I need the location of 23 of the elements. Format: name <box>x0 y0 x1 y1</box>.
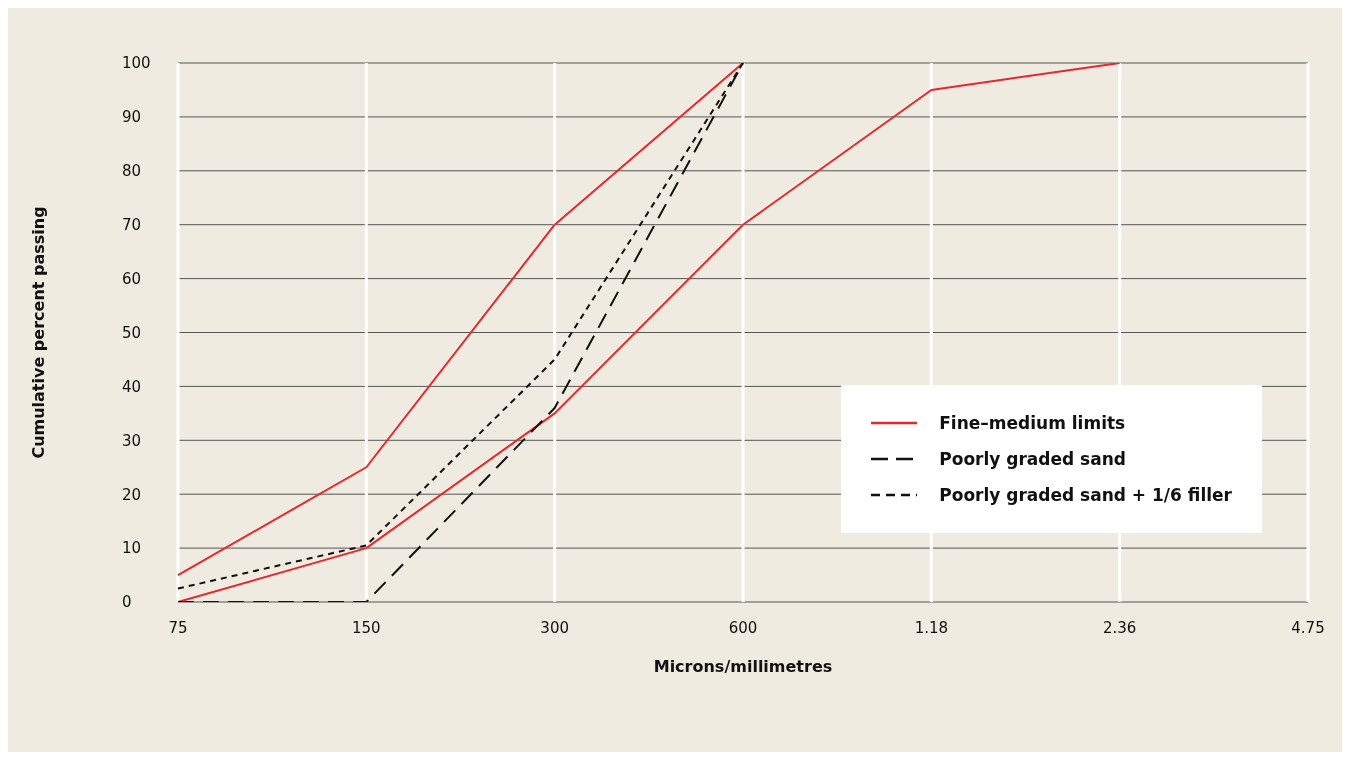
x-tick-label: 1.18 <box>914 618 949 637</box>
x-tick-label: 2.36 <box>1102 618 1137 637</box>
y-axis-title: Cumulative percent passing <box>28 206 48 459</box>
x-tick-label: 600 <box>728 618 758 637</box>
legend-label: Fine–medium limits <box>939 413 1126 433</box>
legend-label: Poorly graded sand <box>939 449 1126 469</box>
x-axis-title: Microns/millimetres <box>653 657 833 676</box>
y-tick-label: 20 <box>122 485 142 504</box>
y-tick-label: 0 <box>122 593 132 612</box>
y-tick-label: 70 <box>122 216 142 235</box>
x-tick-label: 75 <box>168 618 188 637</box>
y-tick-label: 90 <box>122 108 142 127</box>
y-tick-label: 50 <box>122 323 142 342</box>
y-tick-label: 10 <box>122 539 142 558</box>
legend-label: Poorly graded sand + 1/6 filler <box>939 485 1232 505</box>
x-tick-label: 4.75 <box>1291 618 1325 637</box>
x-tick-label: 150 <box>352 618 381 637</box>
y-tick-label: 40 <box>122 377 142 396</box>
y-tick-label: 100 <box>122 54 151 73</box>
y-tick-label: 60 <box>122 269 142 288</box>
y-tick-label: 80 <box>122 162 142 181</box>
x-tick-label: 300 <box>540 618 569 637</box>
y-tick-label: 30 <box>122 431 142 450</box>
